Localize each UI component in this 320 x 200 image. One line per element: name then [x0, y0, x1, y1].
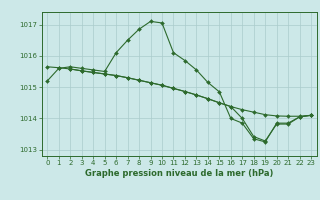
X-axis label: Graphe pression niveau de la mer (hPa): Graphe pression niveau de la mer (hPa): [85, 169, 273, 178]
